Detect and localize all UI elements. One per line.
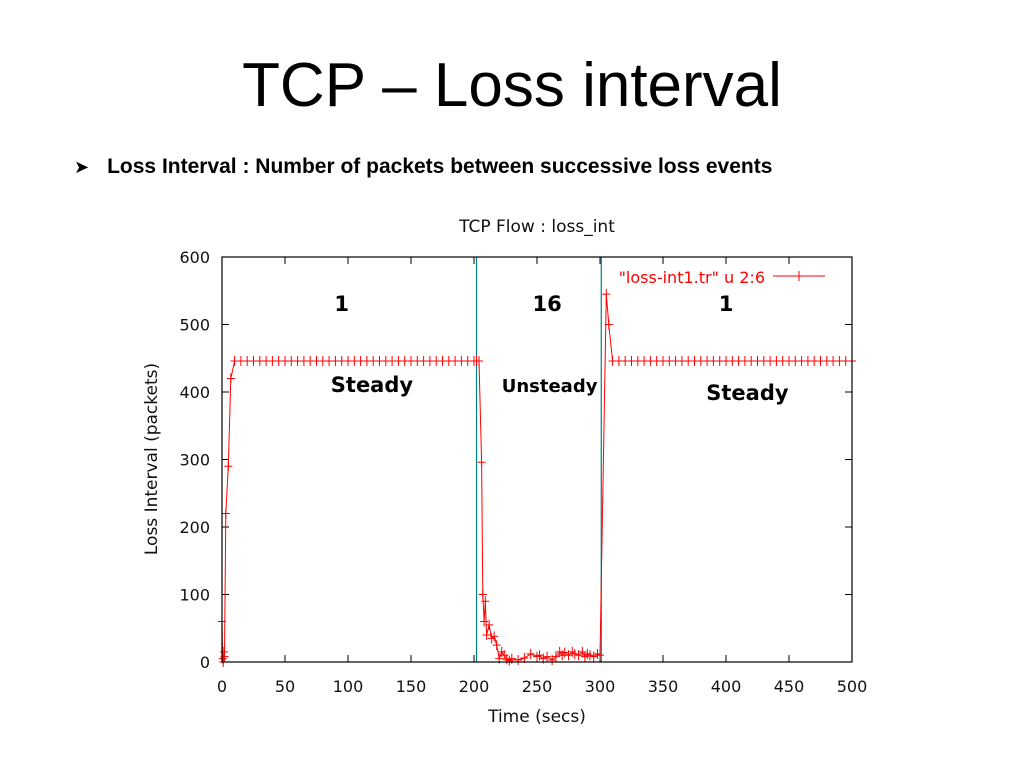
data-point (520, 652, 529, 663)
data-point (551, 651, 560, 662)
x-tick-label: 0 (217, 677, 227, 696)
x-tick-label: 150 (396, 677, 427, 696)
data-point (604, 319, 613, 330)
y-tick-label: 0 (200, 653, 210, 672)
data-point (514, 654, 523, 665)
phase-state-label: Unsteady (502, 376, 598, 397)
phase-count-label: 1 (334, 292, 349, 316)
x-tick-label: 300 (585, 677, 616, 696)
data-point (492, 640, 501, 651)
data-point (526, 648, 535, 659)
data-point (226, 373, 235, 384)
bullet-item: ➤ Loss Interval : Number of packets betw… (74, 155, 772, 179)
y-tick-label: 600 (179, 248, 210, 267)
data-point (221, 508, 230, 519)
data-point (570, 648, 579, 659)
legend-marker (794, 271, 804, 281)
y-axis-label: Loss Interval (packets) (142, 363, 162, 555)
y-tick-label: 400 (179, 383, 210, 402)
phase-state-label: Steady (706, 381, 789, 405)
x-axis-label: Time (secs) (487, 707, 586, 727)
x-tick-label: 50 (275, 677, 295, 696)
chart-title: TCP Flow : loss_int (458, 217, 615, 237)
slide-title: TCP – Loss interval (242, 51, 782, 120)
x-tick-label: 250 (522, 677, 553, 696)
data-point (224, 461, 233, 472)
bullet-text: Loss Interval : Number of packets betwee… (107, 155, 773, 178)
data-point (585, 650, 594, 661)
y-tick-label: 300 (179, 451, 210, 470)
data-point (480, 616, 489, 627)
phase-count-label: 16 (532, 292, 561, 316)
arrow-bullet-icon: ➤ (74, 156, 90, 177)
series-line (221, 294, 852, 663)
phase-count-label: 1 (719, 292, 734, 316)
data-point (478, 589, 487, 600)
data-point (219, 646, 228, 657)
x-tick-label: 200 (459, 677, 490, 696)
data-point (490, 631, 499, 642)
data-point (560, 647, 569, 658)
y-tick-label: 500 (179, 316, 210, 335)
x-tick-label: 450 (774, 677, 805, 696)
x-tick-label: 500 (837, 677, 868, 696)
y-tick-label: 200 (179, 518, 210, 537)
legend-label: "loss-int1.tr" u 2:6 (619, 268, 765, 287)
x-tick-label: 100 (333, 677, 364, 696)
data-point (485, 619, 494, 630)
data-point (481, 596, 490, 607)
data-point (589, 651, 598, 662)
x-tick-label: 350 (648, 677, 679, 696)
plot-frame (221, 256, 853, 663)
data-point (475, 355, 484, 366)
x-tick-label: 400 (711, 677, 742, 696)
data-point (482, 630, 491, 640)
y-tick-label: 100 (179, 586, 210, 605)
data-point (543, 651, 552, 662)
data-point (596, 650, 604, 661)
data-point (602, 289, 611, 300)
data-point (477, 457, 486, 468)
phase-state-label: Steady (331, 373, 414, 397)
